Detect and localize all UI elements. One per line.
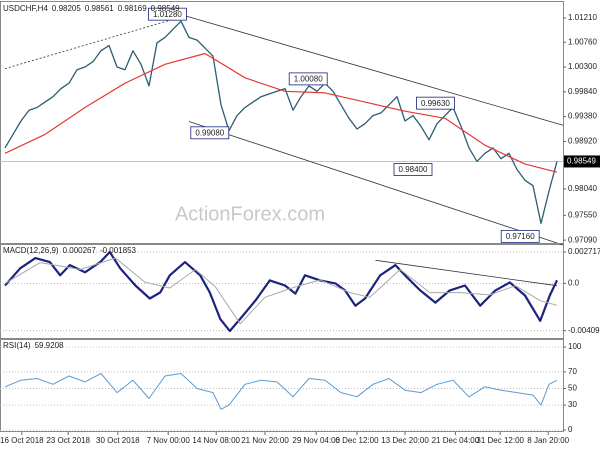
x-tick-label: 31 Dec 12:00 <box>476 436 524 445</box>
trendline <box>4 15 186 70</box>
x-tick-label: 21 Dec 04:00 <box>432 436 480 445</box>
readout-value: 0.98205 <box>52 4 81 13</box>
x-tick-label: 14 Nov 08:00 <box>192 436 240 445</box>
y-tick-label: 50 <box>568 384 577 393</box>
y-tick-label: 1.01210 <box>568 13 597 22</box>
series-line <box>4 250 558 333</box>
readout-value: 0.98549 <box>151 4 180 13</box>
x-tick-label: 8 Jan 20:00 <box>527 436 569 445</box>
y-tick-label: 30 <box>568 400 577 409</box>
panel-readout: MACD(12,26,9) 0.000267 -0.001853 <box>3 246 137 255</box>
readout-title: USDCHF,H4 <box>3 4 48 13</box>
readout-title: RSI(14) <box>3 341 31 350</box>
series-line <box>4 373 558 410</box>
annotation-box <box>147 7 187 21</box>
trendline <box>375 259 558 287</box>
x-tick-label: 29 Nov 04:00 <box>292 436 340 445</box>
x-tick-label: 13 Dec 20:00 <box>381 436 429 445</box>
readout-value: 0.98561 <box>85 4 114 13</box>
series-line <box>4 52 558 173</box>
readout-value: -0.001853 <box>100 246 137 255</box>
readout-value: 0.98169 <box>118 4 147 13</box>
annotation-box <box>288 72 328 86</box>
x-tick-label: 16 Oct 2018 <box>0 436 44 445</box>
panel-readout: USDCHF,H4 0.98205 0.98561 0.98169 0.98549 <box>3 4 180 13</box>
y-tick-label: 0.002717 <box>568 247 600 256</box>
panel-frame <box>0 1 564 245</box>
x-tick-label: 21 Nov 20:00 <box>241 436 289 445</box>
x-tick-label: 23 Oct 2018 <box>46 436 90 445</box>
y-tick-label: 0.99380 <box>568 112 597 121</box>
annotation-label: 0.99630 <box>421 99 450 108</box>
last-price-box <box>564 155 600 168</box>
y-tick-label: 1.00300 <box>568 62 597 71</box>
trendline <box>188 121 564 246</box>
trendline <box>184 15 564 126</box>
readout-title: MACD(12,26,9) <box>3 246 59 255</box>
annotation-label: 0.97160 <box>506 232 535 241</box>
y-tick-label: 1.00760 <box>568 37 597 46</box>
y-tick-label: 0.97090 <box>568 235 597 244</box>
panel-readout: RSI(14) 59.9208 <box>3 341 64 350</box>
y-tick-label: 0.0 <box>568 279 580 288</box>
annotation-label: 0.99080 <box>195 128 224 137</box>
y-tick-label: 0.97550 <box>568 210 597 219</box>
readout-value: 0.000267 <box>63 246 97 255</box>
y-tick-label: 70 <box>568 367 577 376</box>
annotation-label: 1.01280 <box>153 10 182 19</box>
y-tick-label: 100 <box>568 342 582 351</box>
annotation-label: 1.00080 <box>294 74 323 83</box>
annotation-box <box>190 126 230 140</box>
y-tick-label: 0.98920 <box>568 137 597 146</box>
y-tick-label: -0.004093 <box>568 326 600 335</box>
panel-frame <box>0 243 564 340</box>
annotation-box <box>500 229 540 243</box>
last-price-label: 0.98549 <box>567 157 596 166</box>
x-tick-label: 7 Nov 00:00 <box>147 436 191 445</box>
annotation-box <box>393 163 433 176</box>
series-line <box>4 257 558 325</box>
y-tick-label: 0.98040 <box>568 184 597 193</box>
x-tick-label: 30 Oct 2018 <box>96 436 140 445</box>
annotation-box <box>415 96 455 110</box>
readout-value: 59.9208 <box>35 341 64 350</box>
y-tick-label: 0 <box>568 425 573 434</box>
x-tick-label: 6 Dec 12:00 <box>335 436 379 445</box>
annotation-label: 0.98400 <box>399 165 428 174</box>
watermark: ActionForex.com <box>175 203 325 225</box>
panel-frame <box>0 338 564 432</box>
y-tick-label: 0.99840 <box>568 87 597 96</box>
